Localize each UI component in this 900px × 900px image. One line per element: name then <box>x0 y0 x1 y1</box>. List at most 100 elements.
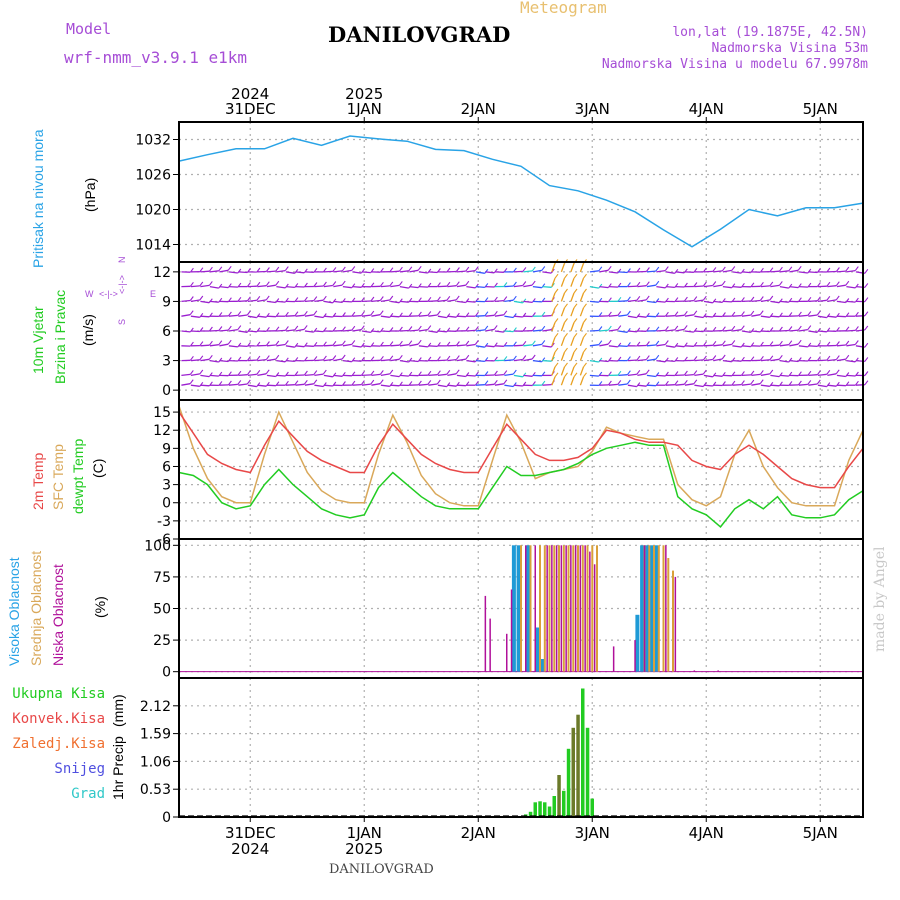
wind-barb-flag <box>626 282 631 287</box>
wind-barb <box>779 285 789 289</box>
wind-barb-flag <box>341 298 346 303</box>
wind-barb-flag <box>322 295 327 301</box>
wind-barb-flag <box>493 296 498 302</box>
legend-hail: Grad <box>71 786 105 802</box>
cloud-low-bar <box>570 545 572 672</box>
wind-barb-flag <box>512 267 517 273</box>
wind-barb <box>466 329 476 332</box>
wind-barb <box>551 263 556 273</box>
wind-barb-flag <box>208 281 213 286</box>
wind-barb-flag <box>816 356 821 361</box>
wind-barb-flag <box>417 380 422 386</box>
wind-barb-flag <box>398 266 403 272</box>
wind-barb-flag <box>237 370 242 376</box>
wind-barb <box>703 384 713 387</box>
wind-barb <box>295 314 305 317</box>
wind-barb <box>247 384 257 388</box>
wind-barb-flag <box>379 327 384 333</box>
wind-barb-flag <box>246 296 251 302</box>
wind-barb-flag <box>446 382 451 387</box>
wind-barb <box>560 292 566 302</box>
wind-barb <box>181 299 191 303</box>
wind-barb <box>570 263 575 273</box>
wind-barb-flag <box>573 273 578 279</box>
wind-barb <box>494 345 504 347</box>
wind-barb <box>817 359 827 362</box>
wind-barb-flag <box>484 357 489 362</box>
wind-barb-flag <box>503 310 508 316</box>
wind-barb-flag <box>360 268 365 274</box>
wind-barb <box>713 344 723 347</box>
wind-barb-flag <box>864 311 869 317</box>
wind-barb-flag <box>750 328 755 333</box>
wind-barb <box>827 373 837 377</box>
wind-barb-flag <box>693 356 698 361</box>
temperature-ytick-label-3: 3 <box>162 478 171 494</box>
wind-barb-flag <box>674 311 679 317</box>
wind-barb <box>228 328 238 332</box>
wind-barb <box>836 358 846 362</box>
wind-barb <box>798 271 808 274</box>
wind-barb <box>836 284 846 288</box>
wind-barb-flag <box>436 268 441 273</box>
wind-barb-flag <box>683 379 688 385</box>
wind-barb-flag <box>541 311 546 317</box>
wind-barb-flag <box>816 282 821 287</box>
top-day-label-4: 4JAN <box>689 100 724 118</box>
wind-barb <box>513 300 523 304</box>
wind-barb <box>238 330 248 333</box>
wind-barb <box>523 284 533 288</box>
wind-barb <box>361 314 371 317</box>
wind-barb <box>228 314 238 317</box>
wind-barb <box>428 314 438 317</box>
wind-barb <box>190 384 200 387</box>
wind-barb-flag <box>788 266 793 272</box>
wind-barb <box>618 383 628 386</box>
wind-barb <box>589 270 599 273</box>
wind-barb <box>675 314 685 317</box>
wind-barb-flag <box>199 369 204 375</box>
wind-barb <box>760 359 770 362</box>
wind-barb-flag <box>721 266 726 272</box>
wind-barb <box>513 270 523 273</box>
wind-barb <box>579 351 585 361</box>
wind-barb <box>741 345 751 348</box>
wind-barb <box>342 329 352 332</box>
wind-barb-flag <box>341 326 346 332</box>
wind-ytick-label-1: 3 <box>162 354 171 370</box>
wind-barb-flag <box>427 296 432 302</box>
cloud-mid-bar <box>562 545 565 672</box>
wind-barb <box>532 300 542 303</box>
pressure-ytick-label-0: 1014 <box>135 238 171 254</box>
legend-snow: Snijeg <box>54 761 105 777</box>
wind-barb-flag <box>484 268 489 274</box>
wind-barb <box>789 359 799 363</box>
wind-barb <box>760 373 770 377</box>
wind-barb-flag <box>484 325 489 331</box>
wind-barb <box>560 351 566 361</box>
wind-barb <box>342 359 352 363</box>
wind-barb-flag <box>759 379 764 385</box>
wind-barb <box>646 270 656 273</box>
wind-barb-flag <box>474 340 479 345</box>
cloud-high-bar <box>511 545 516 672</box>
wind-barb <box>694 299 704 303</box>
cloud-low-bar <box>565 545 567 672</box>
wind-barb-flag <box>531 266 536 272</box>
wind-barb-flag <box>417 339 422 345</box>
wind-barb-flag <box>408 297 413 303</box>
wind-barb <box>247 299 257 303</box>
wind-barb-flag <box>778 326 783 332</box>
wind-barb-flag <box>218 266 223 272</box>
wind-barb <box>713 300 723 304</box>
precip-ytick-label-4: 2.12 <box>140 699 171 715</box>
wind-barb-flag <box>826 295 831 301</box>
wind-barb <box>589 344 599 347</box>
bottom-day-label-2: 2JAN <box>461 824 496 842</box>
wind-barb-flag <box>750 370 755 376</box>
wind-barb-flag <box>845 372 850 377</box>
wind-barb <box>798 383 808 386</box>
footer-station: DANILOVGRAD <box>329 862 434 877</box>
wind-barb-flag <box>199 312 204 318</box>
wind-barb-flag <box>446 313 451 318</box>
